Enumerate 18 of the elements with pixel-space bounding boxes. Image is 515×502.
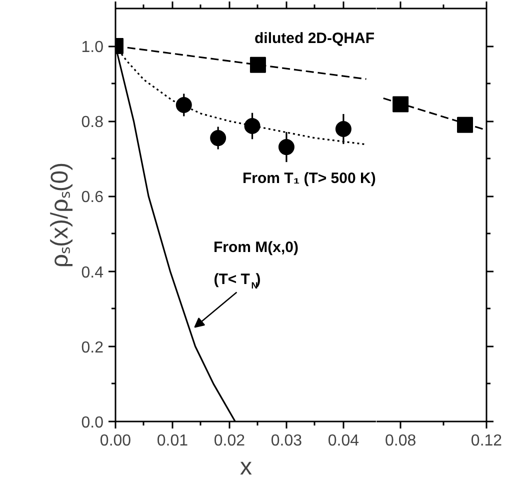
- x-tick-label: 0.03: [270, 432, 302, 450]
- y-tick-label: 0.6: [81, 189, 104, 206]
- x-axis-title: x: [240, 454, 252, 480]
- x-tick-label: 0.12: [470, 432, 502, 450]
- y-tick-label: 0.8: [81, 114, 104, 132]
- annotation: From M(x,0): [214, 239, 299, 256]
- y-tick-label: 0.4: [81, 264, 104, 282]
- x-tick-label: 0.04: [328, 432, 360, 450]
- x-tick-label: 0.02: [214, 432, 246, 450]
- x-tick-label: 0.08: [384, 432, 416, 450]
- y-tick-label: 1.0: [81, 39, 104, 56]
- annotation: From T₁ (T> 500 K): [242, 170, 376, 187]
- y-axis-title: ρₛ(x)/ρₛ(0): [46, 162, 74, 268]
- annotation: diluted 2D-QHAF: [254, 30, 374, 47]
- x-tick-label: 0.01: [156, 432, 188, 450]
- x-tick-label: 0.00: [100, 432, 132, 450]
- y-tick-label: 0.2: [81, 339, 104, 356]
- y-tick-label: 0.0: [81, 414, 104, 432]
